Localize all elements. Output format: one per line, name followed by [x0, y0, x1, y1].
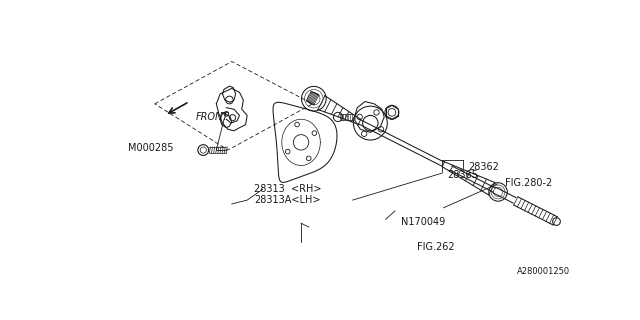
- Text: 28365: 28365: [447, 171, 478, 180]
- Text: 28313  <RH>: 28313 <RH>: [254, 184, 321, 194]
- Text: A280001250: A280001250: [517, 267, 570, 276]
- Text: FRONT: FRONT: [196, 112, 229, 122]
- Text: N170049: N170049: [401, 217, 445, 227]
- Text: FIG.280-2: FIG.280-2: [505, 178, 552, 188]
- Text: 28362: 28362: [468, 162, 499, 172]
- Text: 28313A<LH>: 28313A<LH>: [254, 195, 321, 205]
- Text: M000285: M000285: [128, 143, 173, 153]
- Text: FIG.262: FIG.262: [417, 242, 454, 252]
